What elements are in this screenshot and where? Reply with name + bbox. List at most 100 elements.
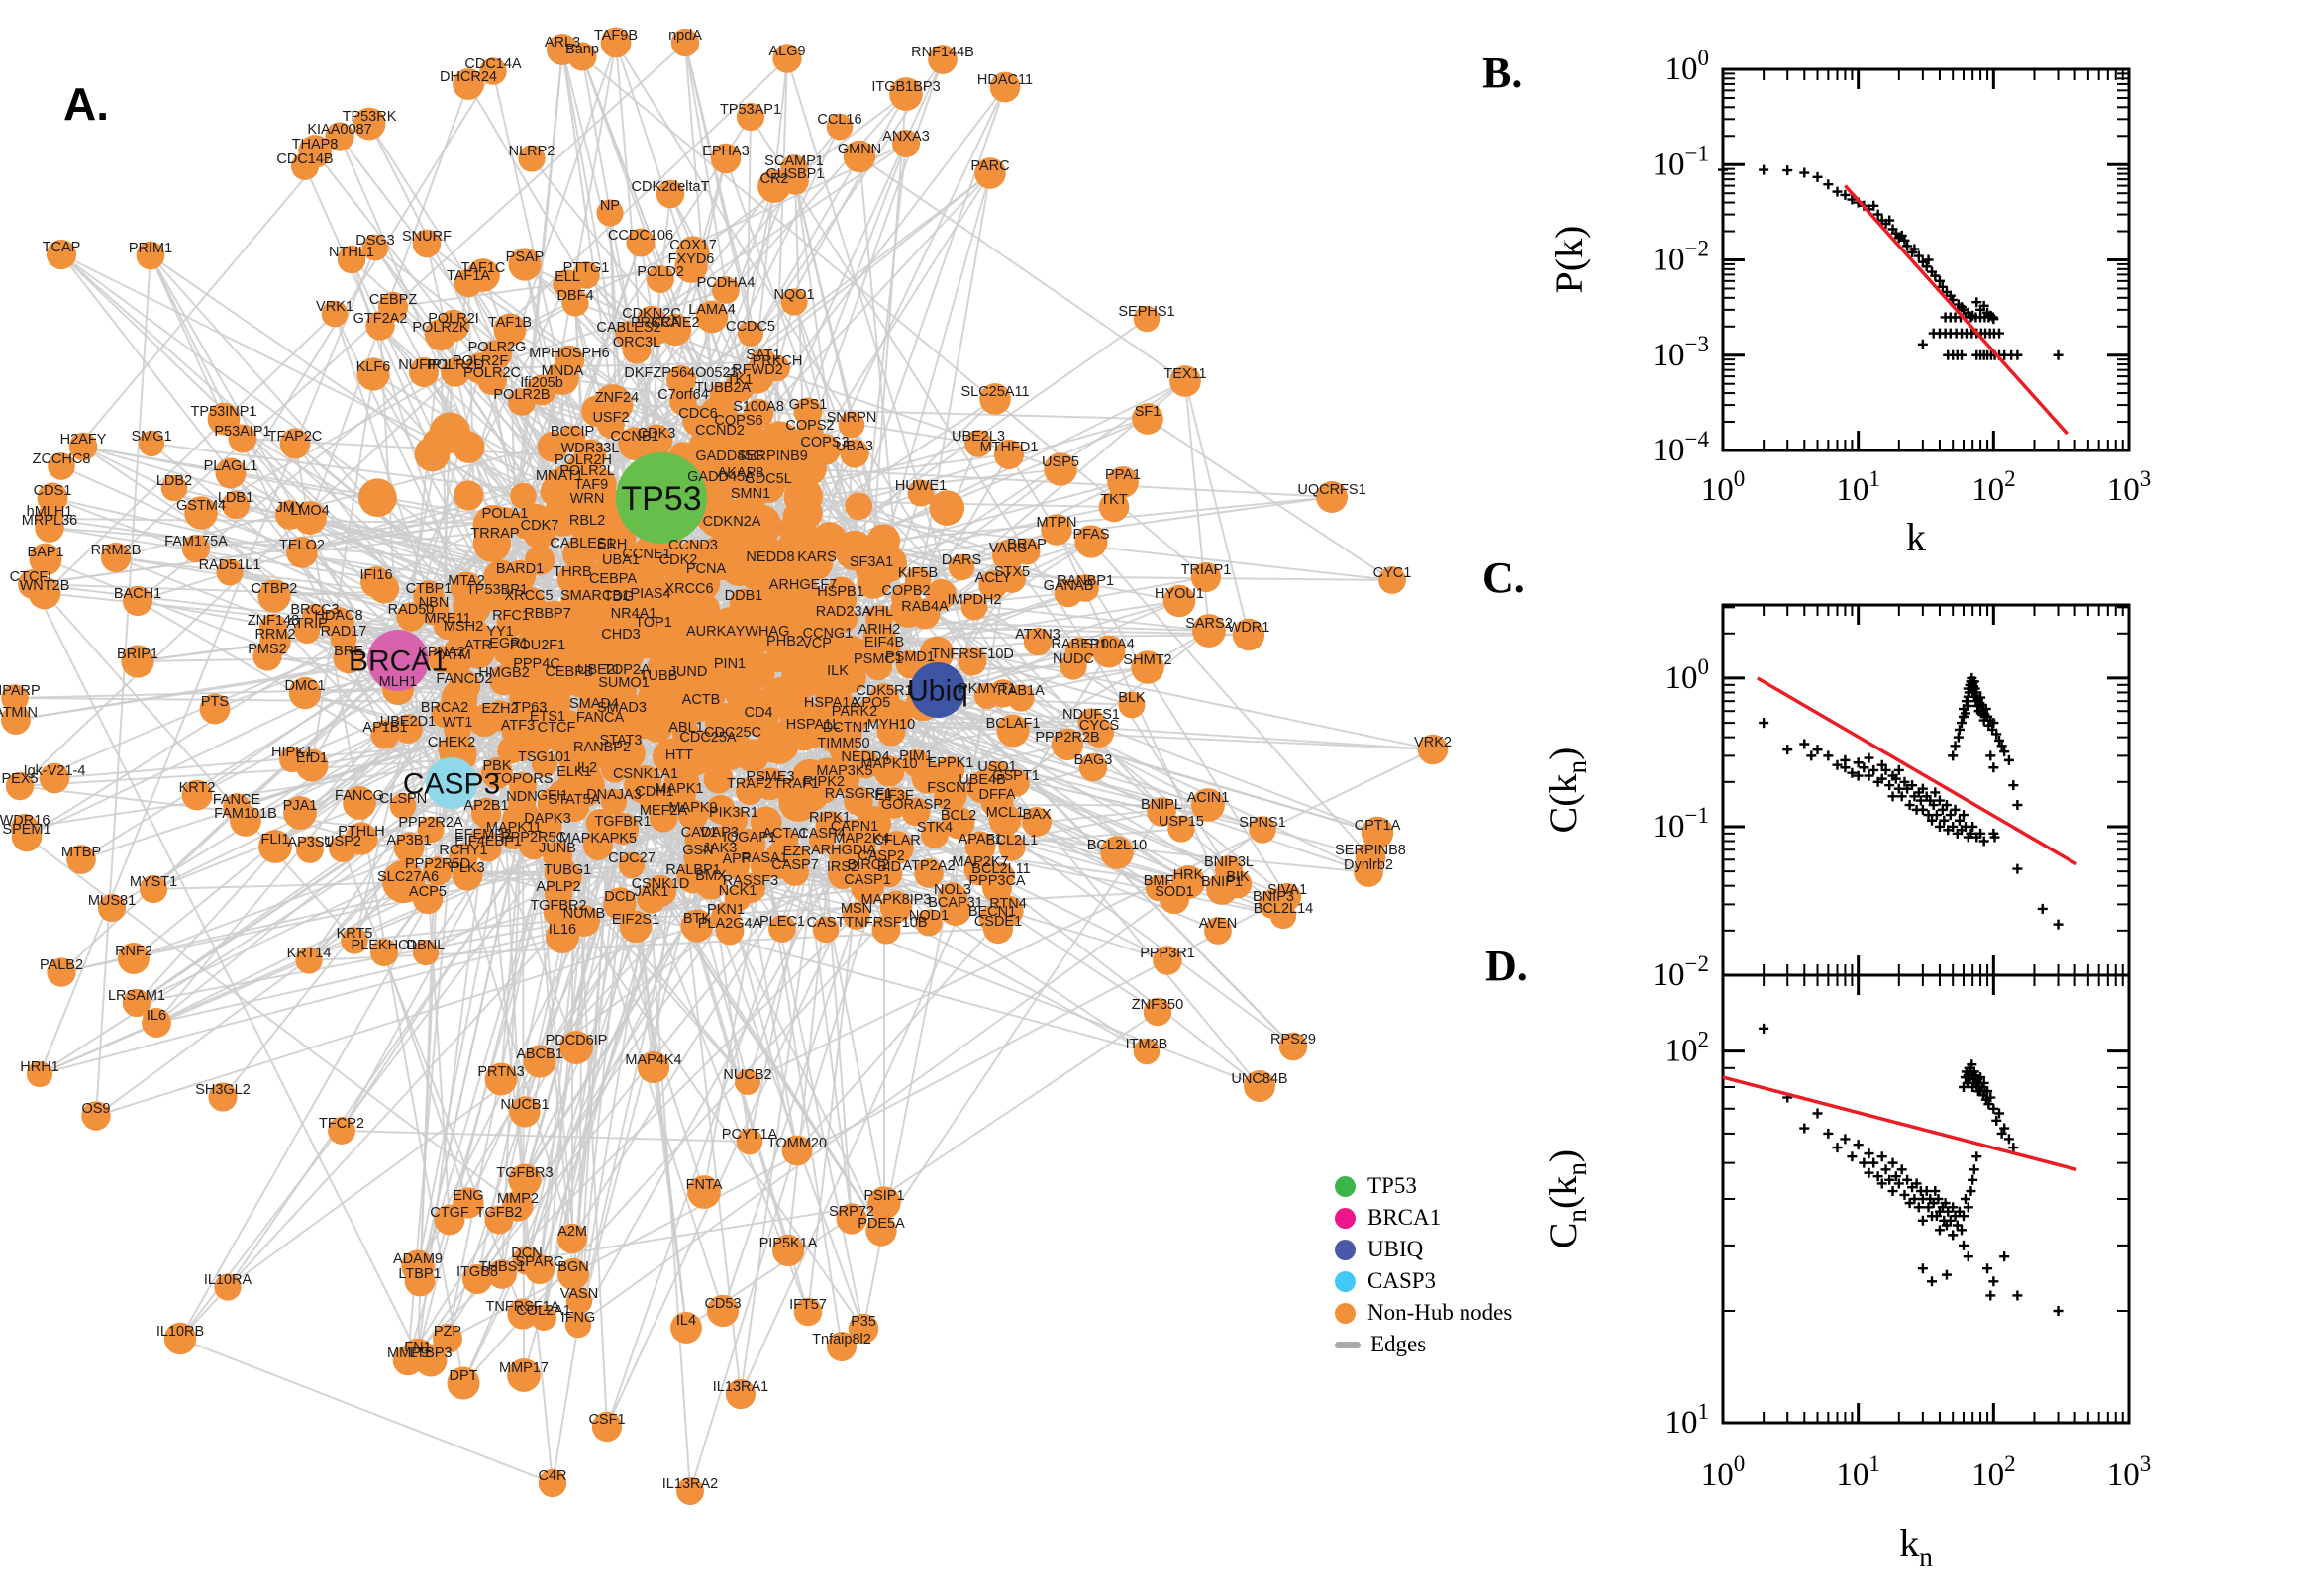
network-node [600, 27, 632, 58]
network-node [480, 756, 514, 790]
network-node [537, 787, 568, 819]
network-node [488, 664, 520, 696]
network-node-label: SMAD4 [569, 696, 619, 712]
network-node-label: SARS2 [1185, 616, 1233, 632]
network-node [781, 1135, 813, 1166]
network-node [118, 943, 150, 974]
network-node-label: GADD45G [695, 449, 763, 464]
network-node [736, 1128, 763, 1155]
network-node [812, 916, 840, 944]
network-node-label: SAT1 [746, 348, 780, 363]
network-node [477, 365, 507, 395]
network-node [737, 320, 764, 348]
panel-label-d: D. [1485, 942, 1528, 990]
network-node-label: NUMB [563, 906, 606, 922]
network-node [928, 45, 958, 74]
network-node-label: TRRAP [470, 526, 519, 542]
network-node-label: CCND3 [668, 538, 718, 553]
network-node-label: GUSBP1 [766, 166, 825, 182]
network-node-label: CASP2 [858, 848, 905, 864]
network-node-label: BARD1 [496, 561, 544, 577]
network-node [356, 357, 390, 391]
network-node [844, 786, 873, 816]
network-node-label: RALBP1 [665, 862, 721, 878]
network-node [252, 642, 282, 671]
network-node [396, 602, 426, 632]
network-node [608, 701, 636, 729]
network-node [39, 762, 70, 794]
network-node [100, 542, 132, 573]
network-node [1132, 403, 1163, 435]
network-node [697, 625, 725, 652]
network-node [393, 832, 425, 863]
network-node-label: ZNF350 [1132, 997, 1183, 1013]
network-node [296, 836, 324, 863]
network-node-label: CCL16 [817, 112, 861, 128]
network-node [603, 887, 637, 921]
network-node [694, 866, 728, 900]
network-node [848, 1313, 879, 1345]
network-node-label: RAD17 [321, 624, 367, 640]
network-node-label: APP [722, 851, 751, 867]
network-node-label: RASGRF1 [825, 786, 893, 802]
legend-item-tp53: TP53 [1335, 1170, 1512, 1202]
network-node-label: IL16 [549, 922, 576, 938]
network-node [523, 1045, 556, 1078]
network-node-label: HDAC11 [977, 72, 1033, 88]
network-node-label: DCTN1 [823, 720, 870, 736]
network-node [29, 543, 62, 576]
network-node-label: EFEMP2 [454, 827, 512, 843]
network-node [470, 797, 502, 829]
network-node-label: NR4A1 [611, 606, 657, 622]
network-node [758, 169, 791, 203]
network-node [554, 663, 585, 695]
network-node [66, 845, 96, 874]
network-node [793, 1297, 823, 1327]
network-node [474, 835, 502, 862]
network-node-label: POU2F1 [510, 638, 565, 653]
network-node-label: BCL2L11 [971, 861, 1030, 877]
network-node-label: RFC1 [492, 608, 530, 624]
network-node-label: CCDC106 [608, 228, 673, 244]
network-node [369, 938, 399, 967]
network-node [1044, 452, 1077, 486]
network-node-label: SMARCB1 [560, 588, 630, 604]
network-node-label: BCLAF1 [986, 716, 1041, 732]
network-node [1023, 627, 1053, 656]
network-node [1133, 305, 1161, 333]
network-node-label: ACTB [682, 692, 721, 708]
network-node [649, 803, 678, 833]
network-node [939, 893, 972, 927]
network-node [713, 654, 747, 688]
network-node [291, 152, 319, 180]
network-node [518, 829, 550, 860]
network-node [829, 604, 858, 634]
network-node [658, 313, 692, 347]
network-node-label: PPP3R1 [1140, 946, 1195, 961]
tick-label: 100 [1666, 654, 1710, 696]
network-node-label: NDN [506, 789, 537, 805]
network-node [453, 68, 484, 100]
network-node-label: THAP8 [292, 137, 339, 152]
network-node-label: TAF9B [594, 28, 638, 44]
network-node-label: UBE2D1 [380, 714, 436, 730]
network-node-label: MUS81 [88, 893, 136, 909]
network-node [214, 1273, 242, 1301]
network-node-label: TOPORS [493, 771, 554, 787]
network-node-label: CLSPN [379, 791, 427, 807]
network-node-label: BLK [1118, 690, 1146, 706]
legend-label: UBIQ [1367, 1237, 1424, 1261]
network-node-label: CABLES1 [550, 536, 614, 551]
network-node-label: JUNB [539, 841, 576, 856]
network-node-label: BMX [695, 868, 727, 884]
network-node-label: TP63 [513, 700, 548, 716]
network-node [988, 803, 1022, 837]
network-node [719, 805, 749, 835]
network-node [838, 411, 865, 439]
network-node-label: BID [877, 859, 901, 875]
network-node-label: PPP3CA [968, 873, 1026, 889]
network-node [329, 835, 356, 862]
network-node-label: MEF2A [640, 803, 688, 819]
network-node-label: HMGB2 [478, 665, 530, 681]
